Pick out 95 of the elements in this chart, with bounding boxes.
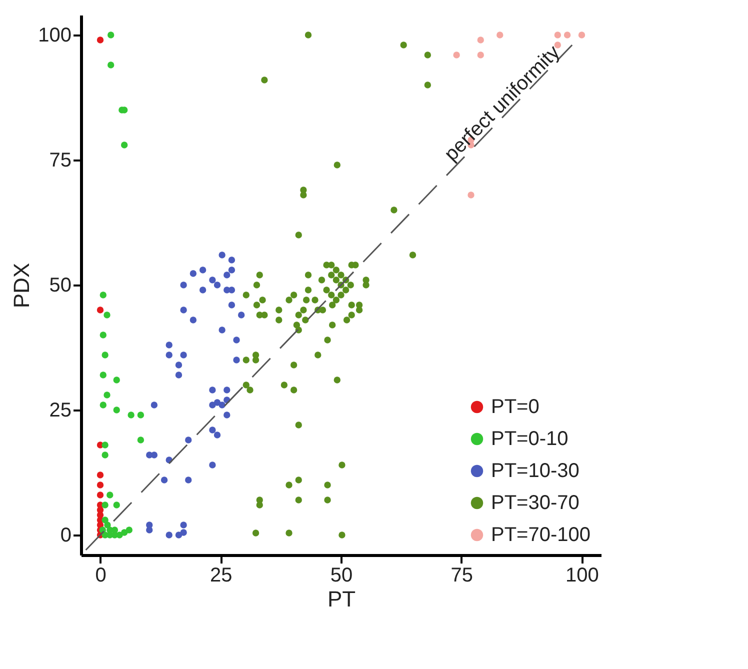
point	[137, 412, 144, 418]
x-tick-label: 75	[450, 564, 473, 586]
x-tick-label: 100	[566, 564, 599, 586]
point	[100, 402, 106, 408]
point	[180, 529, 187, 536]
point	[199, 286, 206, 294]
x-tick-label: 50	[330, 564, 353, 586]
point	[102, 502, 108, 508]
point	[120, 529, 128, 536]
point	[96, 306, 104, 314]
point	[477, 36, 484, 44]
point	[104, 392, 110, 398]
point	[175, 362, 182, 368]
y-tick-label: 75	[49, 150, 72, 172]
point	[496, 32, 504, 38]
legend-label: PT=0-10	[491, 428, 568, 450]
point	[166, 532, 172, 538]
point	[96, 492, 104, 498]
point	[233, 336, 240, 344]
point	[104, 522, 111, 528]
y-axis-title: PDX	[9, 262, 34, 308]
point	[113, 502, 120, 508]
y-tick-label: 25	[49, 400, 72, 422]
point	[102, 352, 108, 358]
point	[209, 426, 216, 434]
point	[190, 316, 197, 324]
point	[218, 252, 226, 258]
point	[113, 376, 120, 384]
point	[228, 302, 236, 308]
point	[175, 372, 182, 378]
legend-label: PT=70-100	[491, 524, 591, 546]
point	[209, 276, 216, 284]
point	[108, 32, 114, 38]
point	[453, 52, 460, 58]
y-tick-label: 0	[60, 524, 72, 546]
point	[166, 342, 172, 348]
y-tick-label: 100	[38, 24, 72, 46]
point	[100, 372, 106, 378]
point	[199, 266, 206, 274]
point	[120, 142, 128, 148]
point	[96, 482, 104, 488]
point	[180, 352, 187, 358]
point	[146, 526, 153, 534]
point	[166, 352, 172, 358]
point	[108, 62, 114, 68]
point	[102, 442, 108, 448]
point	[209, 462, 216, 468]
point	[96, 472, 104, 478]
point	[218, 326, 226, 334]
point	[150, 452, 158, 458]
point	[224, 272, 230, 278]
point	[185, 476, 192, 484]
point	[564, 32, 571, 38]
point	[477, 52, 484, 58]
point	[224, 386, 230, 394]
point	[150, 402, 158, 408]
point	[137, 436, 144, 444]
point	[180, 522, 187, 528]
point	[228, 256, 236, 264]
point	[468, 192, 474, 198]
point	[106, 492, 114, 498]
point	[238, 312, 245, 318]
point	[111, 526, 118, 534]
legend-label: PT=0	[491, 396, 540, 418]
point	[113, 406, 120, 414]
point	[104, 312, 110, 318]
point	[214, 432, 221, 438]
point	[228, 266, 236, 274]
point	[214, 399, 221, 406]
point	[180, 282, 187, 288]
point	[554, 32, 562, 38]
point	[185, 436, 192, 444]
point	[214, 282, 221, 288]
point	[218, 402, 226, 408]
point	[102, 452, 108, 458]
point	[224, 412, 230, 418]
x-axis-title: PT	[327, 586, 356, 612]
point	[100, 292, 106, 298]
point	[160, 476, 168, 484]
point	[228, 286, 236, 294]
legend-label: PT=10-30	[491, 460, 580, 482]
point	[126, 526, 132, 534]
x-tick-label: 0	[95, 564, 106, 586]
legend-label: PT=30-70	[491, 492, 580, 514]
point	[96, 36, 104, 44]
point	[100, 332, 106, 338]
y-tick-label: 50	[49, 274, 72, 296]
x-tick-label: 25	[210, 564, 232, 586]
point	[106, 532, 114, 538]
point	[128, 412, 134, 418]
point	[180, 306, 187, 314]
point	[578, 32, 586, 38]
point	[190, 270, 197, 277]
point	[209, 386, 216, 394]
point	[233, 356, 240, 364]
